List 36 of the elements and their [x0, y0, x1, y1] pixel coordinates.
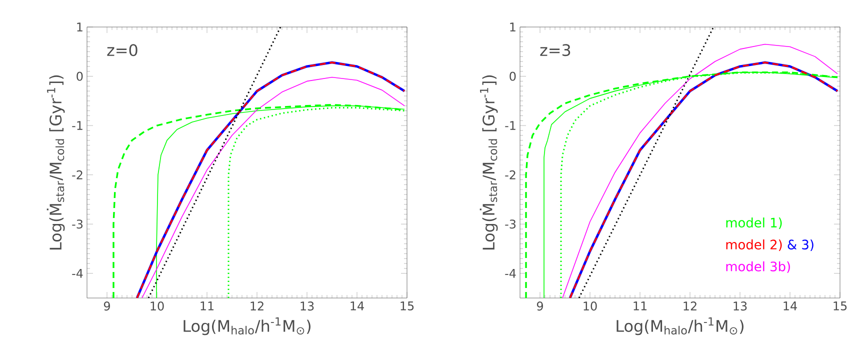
y-tick-label: -2: [505, 170, 516, 180]
x-tick-label: 11: [634, 302, 647, 310]
y-tick-label: -2: [72, 170, 82, 180]
x-tick-label: 10: [150, 302, 164, 311]
x-tick-label: 9: [104, 302, 110, 311]
y-axis-title: Log(Ṁ$_{star}$/M$_{cold}$ [Gyr$^{-1}$]): [46, 75, 65, 250]
annotation: z=3: [540, 44, 570, 56]
x-tick-label: 14: [350, 302, 364, 310]
text: model 1): [726, 218, 782, 230]
y-tick-label: 1: [510, 22, 516, 32]
y-tick-label: -1: [72, 121, 82, 130]
y-tick-label: -4: [505, 269, 516, 278]
x-axis-title: Log(M$_{halo}$/h$^{-1}$M$_{⊙}$): [616, 317, 744, 336]
y-tick-label: 1: [77, 22, 82, 32]
x-tick-label: 15: [834, 302, 847, 310]
text: model 2): [726, 239, 782, 251]
annotation: z=0: [107, 44, 138, 56]
y-tick-label: -4: [72, 269, 83, 278]
text: & 3): [788, 239, 814, 251]
x-tick-label: 12: [250, 302, 264, 310]
y-tick-label: -1: [505, 121, 516, 130]
y-tick-label: -3: [72, 220, 83, 229]
x-tick-label: 14: [784, 302, 797, 310]
x-tick-label: 9: [536, 302, 543, 311]
x-tick-label: 13: [300, 302, 314, 311]
text: model 3b): [726, 261, 790, 273]
x-tick-label: 10: [584, 302, 597, 311]
y-axis-title: Log(Ṁ$_{star}$/M$_{cold}$ [Gyr$^{-1}$]): [480, 75, 498, 250]
x-tick-label: 15: [400, 302, 414, 310]
y-tick-label: -3: [505, 220, 516, 229]
x-tick-label: 13: [734, 302, 747, 311]
x-tick-label: 11: [200, 302, 214, 310]
y-tick-label: 0: [76, 72, 83, 81]
y-tick-label: 0: [510, 72, 516, 81]
x-tick-label: 12: [684, 302, 696, 310]
x-axis-title: Log(M$_{halo}$/h$^{-1}$M$_{⊙}$): [184, 317, 310, 336]
